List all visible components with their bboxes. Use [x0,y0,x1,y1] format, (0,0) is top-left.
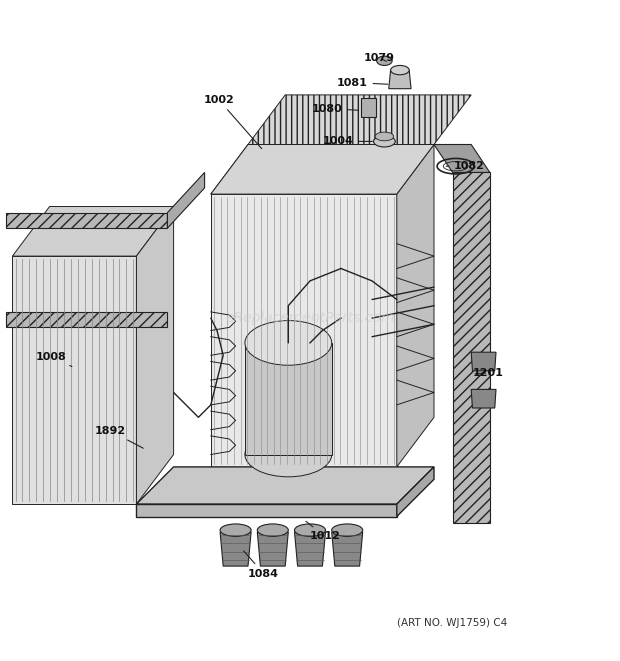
Polygon shape [471,352,496,371]
Text: 1082: 1082 [446,161,485,171]
Polygon shape [211,194,397,467]
Polygon shape [248,95,471,145]
Ellipse shape [373,136,396,147]
Ellipse shape [257,524,288,536]
Polygon shape [397,145,434,467]
Polygon shape [257,532,288,566]
Ellipse shape [332,524,363,536]
Text: 1002: 1002 [203,95,262,149]
Polygon shape [332,532,363,566]
Polygon shape [6,213,167,228]
Ellipse shape [245,321,332,366]
Text: 1004: 1004 [322,136,373,146]
Ellipse shape [376,56,392,65]
Polygon shape [220,532,251,566]
Text: 1084: 1084 [244,551,279,578]
Polygon shape [211,145,434,194]
Text: 1201: 1201 [473,368,504,377]
Text: 1008: 1008 [35,352,72,366]
Polygon shape [294,532,326,566]
Polygon shape [471,389,496,408]
Text: 1012: 1012 [306,522,340,541]
Ellipse shape [245,432,332,477]
Ellipse shape [220,524,251,536]
Text: eReplacementParts.com: eReplacementParts.com [225,311,395,325]
Text: 1079: 1079 [364,53,395,63]
Text: (ART NO. WJ1759) C4: (ART NO. WJ1759) C4 [397,618,508,628]
Polygon shape [6,312,167,327]
Polygon shape [12,256,136,504]
Text: 1892: 1892 [95,426,143,448]
Polygon shape [397,467,434,516]
Polygon shape [453,173,490,523]
Polygon shape [136,206,174,504]
Polygon shape [167,173,205,228]
Polygon shape [245,343,332,455]
Ellipse shape [375,132,394,141]
Ellipse shape [294,524,326,536]
Text: 1080: 1080 [311,104,359,114]
Polygon shape [434,145,490,173]
Polygon shape [12,206,174,256]
Polygon shape [136,504,397,516]
Ellipse shape [391,65,409,75]
Polygon shape [361,98,376,116]
Text: 1081: 1081 [337,77,388,87]
Polygon shape [211,145,434,194]
Polygon shape [136,467,434,504]
Polygon shape [389,70,411,89]
